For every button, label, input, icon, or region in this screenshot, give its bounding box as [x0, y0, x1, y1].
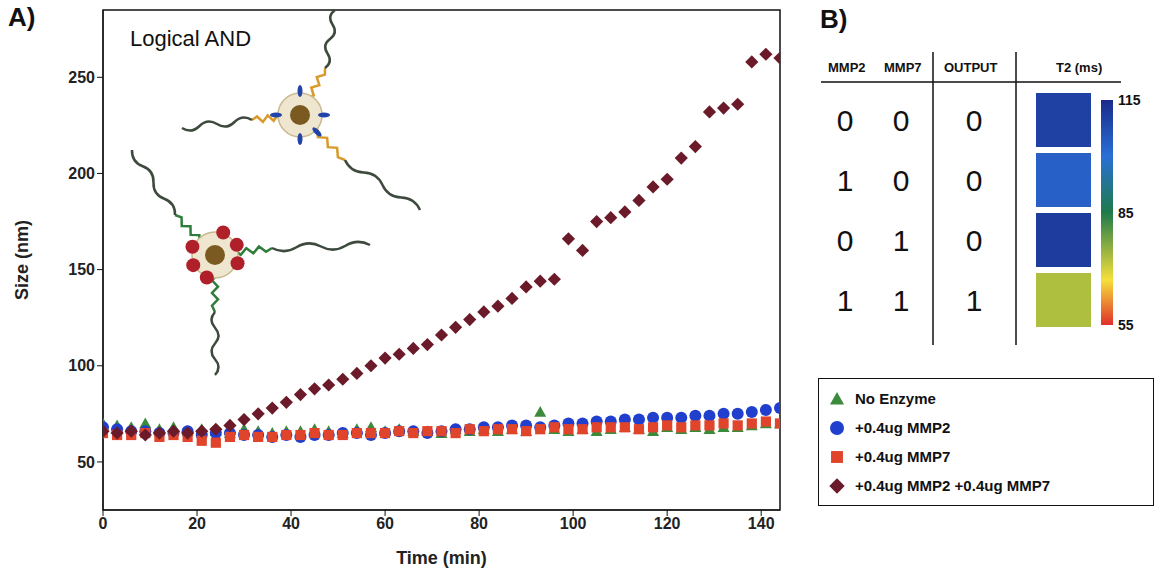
svg-text:115: 115 — [1118, 92, 1141, 108]
svg-text:T2 (ms): T2 (ms) — [1056, 60, 1102, 75]
svg-text:85: 85 — [1118, 205, 1134, 221]
svg-text:Size (nm): Size (nm) — [12, 220, 32, 300]
svg-text:0: 0 — [966, 164, 983, 197]
html-text:A): A) — [8, 2, 36, 32]
svg-text:100: 100 — [560, 515, 587, 532]
svg-text:100: 100 — [68, 357, 95, 374]
html-text:+0.4ug MMP2 +0.4ug MMP7: +0.4ug MMP2 +0.4ug MMP7 — [855, 477, 1051, 494]
svg-text:0: 0 — [99, 515, 108, 532]
svg-text:40: 40 — [282, 515, 300, 532]
svg-text:55: 55 — [1118, 317, 1134, 333]
svg-text:OUTPUT: OUTPUT — [944, 60, 998, 75]
svg-text:0: 0 — [893, 164, 910, 197]
svg-text:Time (min): Time (min) — [396, 548, 487, 568]
html-text:No Enzyme: No Enzyme — [855, 390, 936, 407]
svg-text:1: 1 — [837, 284, 854, 317]
svg-text:MMP2: MMP2 — [828, 60, 866, 75]
html-text:+0.4ug MMP7: +0.4ug MMP7 — [855, 448, 951, 465]
svg-text:140: 140 — [748, 515, 775, 532]
svg-text:60: 60 — [376, 515, 394, 532]
svg-text:250: 250 — [68, 69, 95, 86]
svg-text:0: 0 — [966, 104, 983, 137]
html-text:Logical AND: Logical AND — [130, 26, 252, 51]
svg-text:B): B) — [820, 4, 847, 34]
svg-text:0: 0 — [837, 104, 854, 137]
svg-text:0: 0 — [893, 104, 910, 137]
svg-text:200: 200 — [68, 165, 95, 182]
svg-text:1: 1 — [893, 284, 910, 317]
svg-text:120: 120 — [654, 515, 681, 532]
svg-text:1: 1 — [893, 224, 910, 257]
svg-text:150: 150 — [68, 261, 95, 278]
svg-text:20: 20 — [188, 515, 206, 532]
svg-text:80: 80 — [470, 515, 488, 532]
svg-text:0: 0 — [966, 224, 983, 257]
svg-text:MMP7: MMP7 — [884, 60, 922, 75]
svg-text:1: 1 — [966, 284, 983, 317]
svg-text:0: 0 — [837, 224, 854, 257]
svg-text:1: 1 — [837, 164, 854, 197]
html-text:+0.4ug MMP2: +0.4ug MMP2 — [855, 419, 951, 436]
svg-text:50: 50 — [77, 454, 95, 471]
